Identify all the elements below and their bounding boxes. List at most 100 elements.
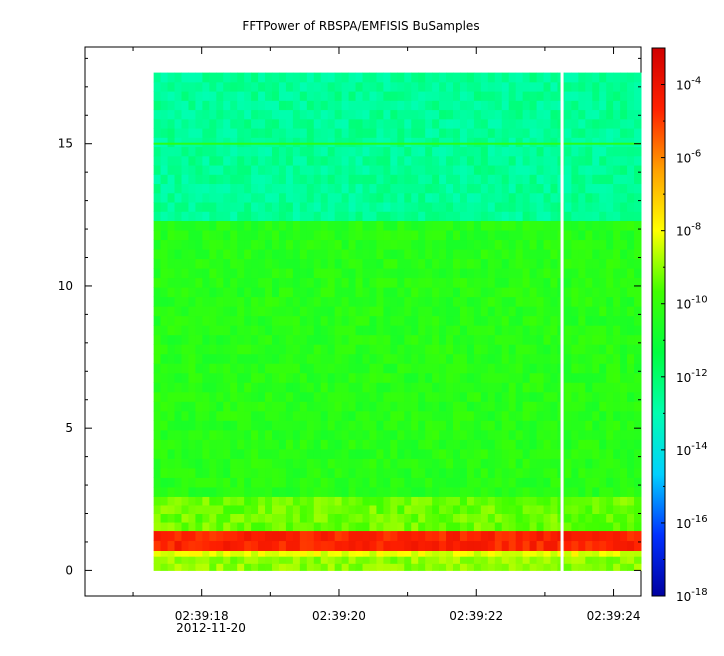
heatmap-cell (306, 504, 315, 514)
heatmap-cell (515, 315, 524, 326)
heatmap-cell (453, 448, 461, 459)
heatmap-cell (550, 467, 558, 478)
heatmap-cell (313, 306, 322, 317)
heatmap-cell (188, 334, 196, 345)
heatmap-cell (285, 550, 294, 557)
heatmap-cell (327, 277, 336, 288)
heatmap-cell (418, 344, 426, 355)
heatmap-cell (299, 230, 308, 241)
heatmap-cell (369, 258, 377, 269)
heatmap-cell (362, 344, 370, 355)
heatmap-cell (153, 334, 162, 345)
heatmap-cell (515, 183, 524, 194)
heatmap-cell (383, 230, 391, 241)
heatmap-cell (473, 277, 482, 288)
heatmap-cell (634, 458, 642, 469)
heatmap-cell (613, 410, 621, 421)
heatmap-cell (167, 258, 176, 269)
heatmap-cell (529, 372, 538, 383)
heatmap-cell (355, 258, 364, 269)
heatmap-cell (285, 268, 294, 279)
heatmap-cell (383, 382, 391, 393)
heatmap-cell (341, 486, 350, 497)
heatmap-cell (216, 448, 224, 459)
heatmap-cell (320, 165, 329, 175)
heatmap-cell (453, 174, 461, 185)
heatmap-cell (306, 287, 315, 298)
heatmap-cell (620, 448, 628, 459)
heatmap-cell (494, 165, 503, 175)
heatmap-cell (627, 540, 635, 551)
heatmap-cell (550, 391, 558, 402)
heatmap-cell (383, 81, 391, 92)
heatmap-cell (251, 296, 259, 307)
heatmap-cell (480, 477, 489, 488)
heatmap-cell (425, 165, 433, 175)
heatmap-cell (160, 258, 169, 269)
heatmap-cell (237, 146, 245, 157)
heatmap-cell (439, 277, 447, 288)
heatmap-cell (487, 277, 496, 288)
heatmap-cell (306, 522, 315, 532)
heatmap-cell (397, 91, 405, 101)
heatmap-cell (522, 372, 531, 383)
heatmap-cell (466, 504, 475, 514)
heatmap-cell (251, 513, 259, 523)
heatmap-cell (160, 268, 169, 279)
heatmap-cell (230, 287, 238, 298)
heatmap-cell (272, 268, 280, 279)
heatmap-cell (341, 391, 350, 402)
heatmap-cell (195, 429, 203, 440)
heatmap-cell (550, 155, 558, 166)
heatmap-cell (334, 439, 343, 450)
heatmap-cell (348, 81, 357, 92)
heatmap-cell (432, 220, 440, 231)
heatmap-cell (202, 363, 210, 374)
heatmap-cell (473, 344, 482, 355)
heatmap-cell (174, 91, 182, 101)
heatmap-cell (209, 277, 217, 288)
heatmap-cell (480, 211, 489, 222)
heatmap-cell (160, 486, 169, 497)
heatmap-cell (501, 72, 510, 83)
heatmap-cell (230, 81, 238, 92)
heatmap-cell (606, 496, 614, 506)
heatmap-cell (362, 239, 370, 250)
heatmap-cell (536, 220, 545, 231)
heatmap-cell (592, 315, 600, 326)
heatmap-cell (550, 477, 558, 488)
heatmap-cell (376, 513, 384, 523)
heatmap-cell (522, 202, 531, 212)
heatmap-cell (216, 496, 224, 506)
heatmap-cell (195, 155, 203, 166)
heatmap-cell (167, 477, 176, 488)
heatmap-cell (341, 137, 350, 148)
heatmap-cell (459, 81, 468, 92)
heatmap-cell (446, 448, 454, 459)
heatmap-cell (362, 109, 370, 120)
heatmap-cell (195, 420, 203, 431)
heatmap-cell (320, 458, 329, 469)
heatmap-cell (334, 91, 343, 101)
heatmap-cell (334, 174, 343, 185)
heatmap-cell (599, 258, 607, 269)
heatmap-cell (334, 315, 343, 326)
heatmap-cell (320, 239, 329, 250)
heatmap-cell (313, 287, 322, 298)
heatmap-cell (466, 146, 475, 157)
heatmap-cell (446, 100, 454, 111)
heatmap-cell (313, 439, 322, 450)
heatmap-cell (585, 174, 593, 185)
heatmap-cell (411, 249, 419, 260)
heatmap-cell (292, 249, 301, 260)
heatmap-cell (216, 165, 224, 175)
heatmap-cell (188, 420, 196, 431)
heatmap-cell (432, 522, 440, 532)
heatmap-cell (383, 220, 391, 231)
heatmap-cell (599, 202, 607, 212)
heatmap-cell (327, 401, 336, 412)
heatmap-cell (230, 467, 238, 478)
heatmap-cell (369, 458, 377, 469)
heatmap-cell (362, 100, 370, 111)
